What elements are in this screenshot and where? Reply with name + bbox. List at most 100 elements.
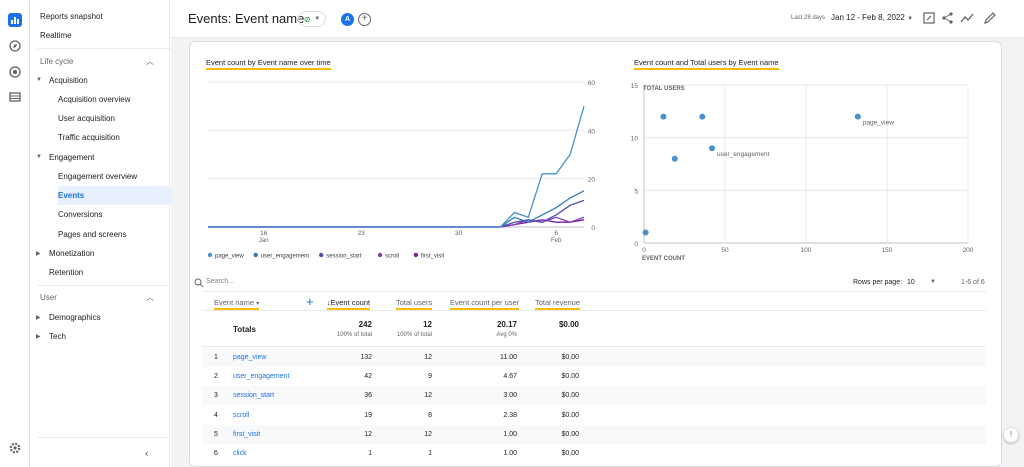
chevron-up-icon[interactable]: ︿	[146, 293, 154, 302]
series-line-session-start	[208, 199, 585, 228]
scatter-point-first-visit[interactable]	[660, 113, 667, 120]
caret-down-icon[interactable]: ▼	[930, 279, 936, 285]
nav-section-user[interactable]: User	[40, 293, 57, 302]
x-tick-label: 30	[455, 230, 463, 237]
nav-engagement[interactable]: Engagement	[49, 153, 95, 162]
row-total-users: 9	[428, 373, 432, 381]
comparison-avatar[interactable]: A	[341, 13, 354, 26]
customize-report-icon[interactable]	[922, 11, 936, 25]
row-total-users: 12	[424, 354, 432, 361]
caret-right-icon[interactable]: ▶	[36, 334, 41, 340]
nav-retention[interactable]: Retention	[49, 268, 84, 277]
x-tick-label: 16	[260, 230, 268, 237]
x-axis-label: EVENT COUNT	[642, 256, 685, 262]
row-event-name[interactable]: first_visit	[233, 430, 261, 438]
advertising-icon[interactable]	[8, 65, 22, 79]
nav-monetization[interactable]: Monetization	[49, 249, 95, 258]
row-event-name[interactable]: page_view	[233, 354, 267, 361]
feedback-icon[interactable]: !	[1003, 427, 1019, 443]
legend-label-page-view[interactable]: page_view	[215, 254, 244, 260]
date-range-picker[interactable]: Jan 12 - Feb 8, 2022 ▼	[831, 13, 913, 22]
table-search-input[interactable]: Search...	[206, 278, 235, 285]
row-event-name[interactable]: user_engagement	[233, 373, 290, 381]
add-comparison-button[interactable]: +	[358, 13, 371, 26]
y-tick-label: 0	[591, 225, 595, 232]
y-tick-label: 0	[634, 241, 638, 248]
series-line-page-view	[208, 106, 585, 228]
caret-right-icon[interactable]: ▶	[36, 315, 41, 321]
row-index: 2	[214, 373, 218, 381]
row-event-count: 132	[360, 354, 372, 361]
share-icon[interactable]	[941, 11, 955, 25]
nav-realtime[interactable]: Realtime	[40, 31, 72, 40]
chevron-up-icon[interactable]: ︿	[146, 57, 154, 66]
row-total-revenue: $0.00	[561, 450, 579, 457]
total-users-pct: 100% of total	[396, 332, 432, 338]
explore-icon[interactable]	[8, 39, 22, 53]
status-dropdown[interactable]: ⊘ ▼	[298, 11, 326, 27]
caret-right-icon[interactable]: ▶	[36, 251, 41, 257]
reports-icon[interactable]	[8, 13, 22, 27]
nav-demographics[interactable]: Demographics	[49, 313, 101, 322]
scatter-point-click[interactable]	[642, 229, 649, 236]
y-axis-label: TOTAL USERS	[643, 86, 685, 92]
col-header-event-count-per-user[interactable]: Event count per user	[450, 298, 520, 310]
legend-label-scroll[interactable]: scroll	[385, 254, 399, 260]
configure-icon[interactable]	[8, 90, 22, 104]
row-total-revenue: $0.00	[561, 392, 579, 400]
legend-label-session-start[interactable]: session_start	[326, 254, 362, 260]
scatter-point-scroll[interactable]	[671, 155, 678, 162]
settings-gear-icon[interactable]	[8, 441, 22, 455]
legend-label-first-visit[interactable]: first_visit	[421, 254, 445, 260]
nav-conversions[interactable]: Conversions	[58, 210, 103, 219]
nav-engagement-overview[interactable]: Engagement overview	[58, 172, 138, 181]
row-total-revenue: $0.00	[561, 354, 579, 361]
table-divider	[202, 310, 986, 311]
main-content: Event count by Event name over time 60 40…	[171, 38, 1024, 467]
col-header-event-count[interactable]: ↓Event count	[327, 298, 371, 310]
table-row	[202, 386, 986, 406]
caret-down-icon[interactable]: ▼	[36, 154, 42, 160]
y-tick-label: 10	[631, 136, 639, 143]
scatter-point-session-start[interactable]	[699, 113, 706, 120]
row-index: 4	[214, 411, 218, 419]
legend-swatch	[207, 252, 213, 258]
total-event-count-pct: 100% of total	[336, 332, 372, 338]
nav-user-acquisition[interactable]: User acquisition	[58, 114, 115, 123]
nav-reports-snapshot[interactable]: Reports snapshot	[40, 12, 103, 21]
nav-section-lifecycle[interactable]: Life cycle	[40, 57, 74, 66]
nav-traffic-acquisition[interactable]: Traffic acquisition	[58, 133, 120, 142]
col-header-total-revenue[interactable]: Total revenue	[535, 298, 581, 310]
legend-swatch	[319, 252, 324, 258]
rows-per-page-label: Rows per page:	[853, 279, 903, 286]
row-event-name[interactable]: scroll	[233, 411, 250, 419]
nav-pages-and-screens[interactable]: Pages and screens	[58, 230, 127, 239]
scatter-point-page-view[interactable]	[854, 113, 861, 120]
row-event-name[interactable]: session_start	[233, 392, 275, 400]
nav-divider	[38, 437, 190, 438]
date-range-label: Last 28 days	[791, 15, 826, 21]
x-tick-month-label: Jan	[259, 238, 269, 244]
row-event-count: 42	[364, 373, 372, 381]
nav-tech[interactable]: Tech	[49, 332, 66, 341]
col-header-event-name[interactable]: Event name ▾	[214, 298, 260, 310]
report-card: Event count by Event name over time 60 40…	[189, 41, 1002, 467]
nav-divider	[38, 48, 190, 49]
add-dimension-plus-icon[interactable]: +	[306, 294, 314, 309]
nav-events[interactable]: Events	[58, 191, 85, 200]
insights-icon[interactable]	[960, 11, 974, 25]
table-row	[202, 444, 986, 463]
caret-down-icon: ▼	[314, 16, 321, 22]
nav-acquisition[interactable]: Acquisition	[49, 76, 88, 85]
legend-label-user-engagement[interactable]: user_engagement	[261, 254, 310, 260]
caret-down-icon[interactable]: ▼	[36, 77, 42, 83]
col-header-total-users[interactable]: Total users	[396, 298, 433, 310]
nav-acquisition-overview[interactable]: Acquisition overview	[58, 95, 131, 104]
edit-pencil-icon[interactable]	[983, 11, 997, 25]
rows-per-page-select[interactable]: 10	[907, 279, 915, 286]
scatter-point-user-engagement[interactable]	[709, 145, 716, 152]
x-tick-label: 150	[882, 247, 893, 254]
row-event-name[interactable]: click	[233, 450, 247, 457]
collapse-nav-icon[interactable]: ‹	[145, 448, 149, 460]
y-tick-label: 40	[588, 128, 596, 135]
